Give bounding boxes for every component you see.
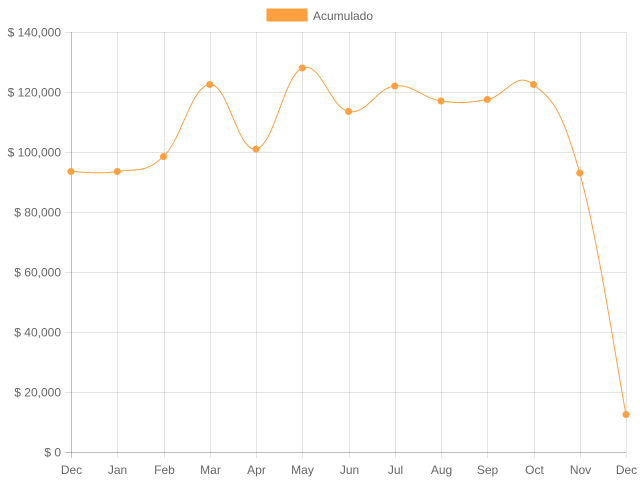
y-tick-label: $ 80,000 xyxy=(14,206,61,220)
y-tick-label: $ 40,000 xyxy=(14,326,61,340)
y-tick-label: $ 100,000 xyxy=(8,146,62,160)
x-tick-label: Dec xyxy=(61,463,82,477)
x-tick-label: Jun xyxy=(340,463,359,477)
y-tick-label: $ 60,000 xyxy=(14,266,61,280)
x-tick-label: May xyxy=(291,463,314,477)
x-tick-label: Aug xyxy=(431,463,452,477)
data-point-10[interactable] xyxy=(530,81,537,88)
data-point-2[interactable] xyxy=(160,153,167,160)
data-point-8[interactable] xyxy=(437,97,445,105)
data-point-0[interactable] xyxy=(67,168,75,175)
legend-label: Acumulado xyxy=(313,9,373,23)
data-point-1[interactable] xyxy=(113,168,121,175)
series-line-acumulado xyxy=(70,66,627,415)
data-point-5[interactable] xyxy=(298,64,306,72)
legend-swatch[interactable] xyxy=(266,8,308,22)
x-tick-label: Dec xyxy=(616,463,637,477)
data-point-9[interactable] xyxy=(483,96,491,103)
legend[interactable]: Acumulado xyxy=(266,8,373,23)
x-tick-label: Apr xyxy=(247,463,266,477)
y-tick-label: $ 120,000 xyxy=(8,86,62,100)
axes: $ 0 $ 20,000 $ 40,000 $ 60,000 $ 80,000 $ 100… xyxy=(8,26,638,478)
data-point-4[interactable] xyxy=(252,145,260,153)
data-point-11[interactable] xyxy=(576,169,584,177)
x-tick-label: Nov xyxy=(570,463,591,477)
x-tick-label: Jan xyxy=(108,463,127,477)
x-tick-label: Jul xyxy=(388,463,403,477)
data-point-12[interactable] xyxy=(622,411,630,418)
data-point-3[interactable] xyxy=(206,81,214,88)
grid xyxy=(65,32,627,458)
data-point-7[interactable] xyxy=(391,82,399,90)
data-point-6[interactable] xyxy=(345,108,352,115)
y-tick-label: $ 140,000 xyxy=(8,26,62,40)
series-lines xyxy=(70,66,627,415)
x-tick-label: Feb xyxy=(154,463,175,477)
x-tick-label: Mar xyxy=(200,463,221,477)
x-tick-label: Sep xyxy=(477,463,499,477)
series-points xyxy=(67,64,630,418)
x-tick-label: Oct xyxy=(525,463,544,477)
y-tick-label: $ 20,000 xyxy=(14,386,61,400)
y-tick-label: $ 0 xyxy=(44,446,61,460)
